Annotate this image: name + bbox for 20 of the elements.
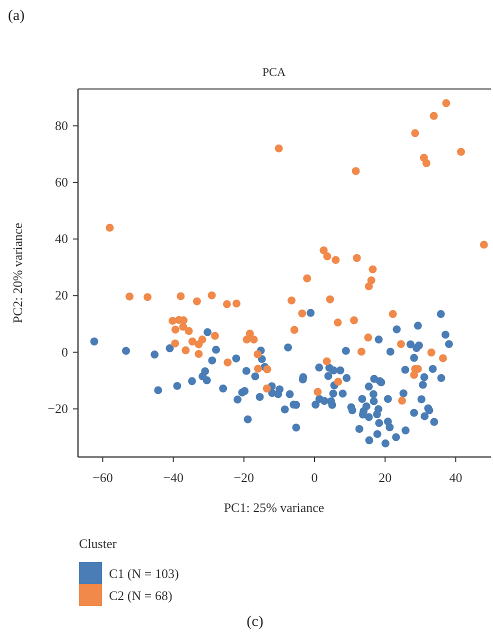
x-tick-label: −60 <box>92 470 113 485</box>
y-tick-label: 20 <box>55 288 68 303</box>
legend-label: C2 (N = 68) <box>109 588 172 603</box>
text: (a) <box>8 8 25 24</box>
x-tick-label: 0 <box>311 470 318 485</box>
x-tick-label: 20 <box>378 470 392 485</box>
x-tick-label: −40 <box>163 470 184 485</box>
text: (c) <box>246 614 264 630</box>
y-axis-title: PC2: 20% variance <box>10 222 25 324</box>
x-tick-label: −20 <box>234 470 254 485</box>
y-tick-label: 60 <box>55 174 68 190</box>
y-tick-label: −20 <box>48 400 68 416</box>
legend-title: Cluster <box>79 536 118 551</box>
y-tick-label: 80 <box>55 118 68 133</box>
y-tick-label: 0 <box>62 344 68 360</box>
legend-label: C1 (N = 103) <box>109 566 179 581</box>
chart-title: PCA <box>262 65 286 79</box>
x-axis-title: PC1: 25% variance <box>224 500 324 515</box>
y-tick-label: 40 <box>55 231 68 246</box>
x-tick-label: 40 <box>449 470 462 485</box>
